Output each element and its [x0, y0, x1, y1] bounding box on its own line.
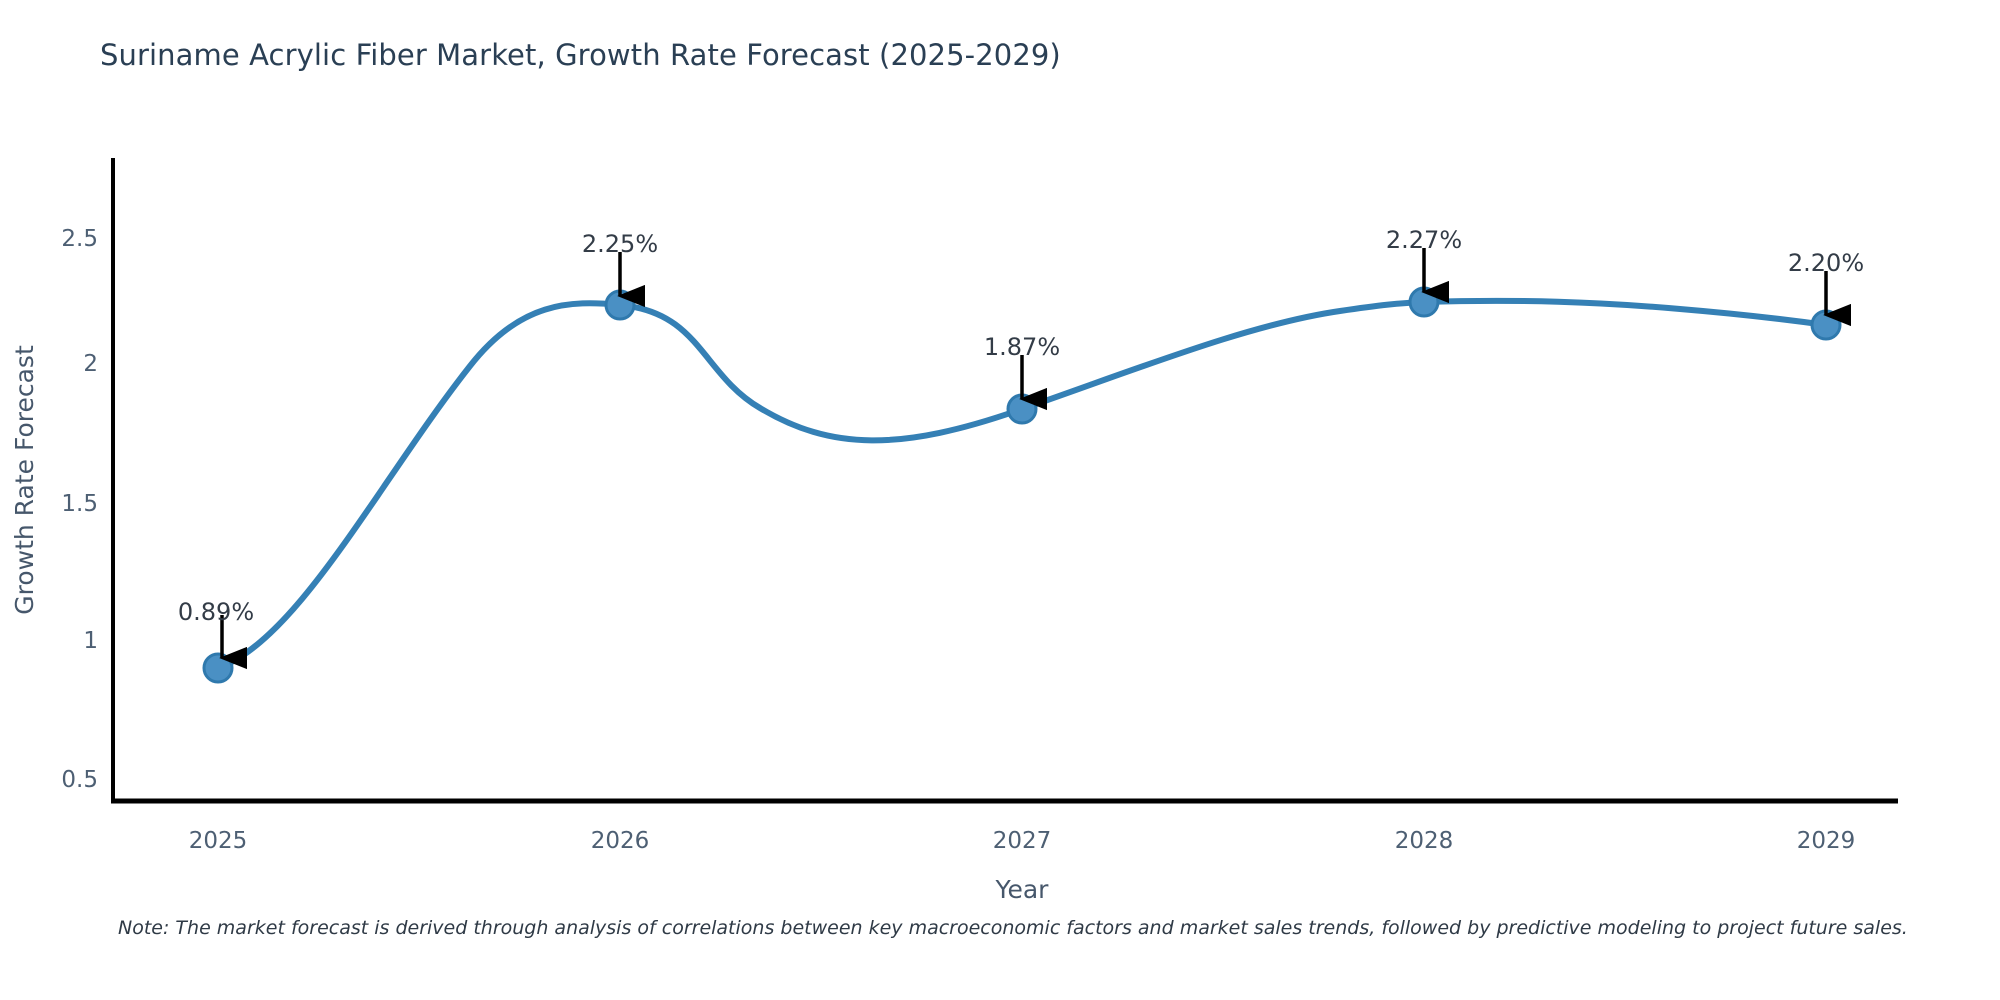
data-point-marker[interactable]: [1006, 393, 1038, 425]
data-point-label: 0.89%: [178, 598, 254, 626]
chart-footnote: Note: The market forecast is derived thr…: [118, 917, 1908, 939]
forecast-line-series: [215, 297, 1829, 671]
x-tick-label-2027: 2027: [993, 828, 1052, 854]
data-point-marker[interactable]: [1408, 286, 1440, 318]
data-point-label: 2.20%: [1788, 249, 1864, 277]
x-tick-label-2025: 2025: [189, 828, 248, 854]
x-tick-label-2026: 2026: [591, 828, 650, 854]
y-tick-label-2-5: 2.5: [61, 226, 98, 252]
x-tick-label-2028: 2028: [1395, 828, 1454, 854]
data-point-label: 2.27%: [1386, 226, 1462, 254]
data-point-label: 2.25%: [582, 230, 658, 258]
x-axis-title: Year: [995, 875, 1050, 904]
data-point-marker[interactable]: [202, 652, 234, 684]
chart-title: Suriname Acrylic Fiber Market, Growth Ra…: [100, 38, 1061, 72]
x-tick-label-2029: 2029: [1797, 828, 1856, 854]
y-tick-label-0-5: 0.5: [61, 767, 98, 793]
y-tick-label-2: 2: [83, 351, 98, 377]
data-point-marker[interactable]: [1810, 309, 1842, 341]
y-axis-title: Growth Rate Forecast: [10, 345, 39, 615]
y-tick-label-1: 1: [83, 628, 98, 654]
y-tick-label-1-5: 1.5: [61, 491, 98, 517]
data-point-label: 1.87%: [984, 333, 1060, 361]
